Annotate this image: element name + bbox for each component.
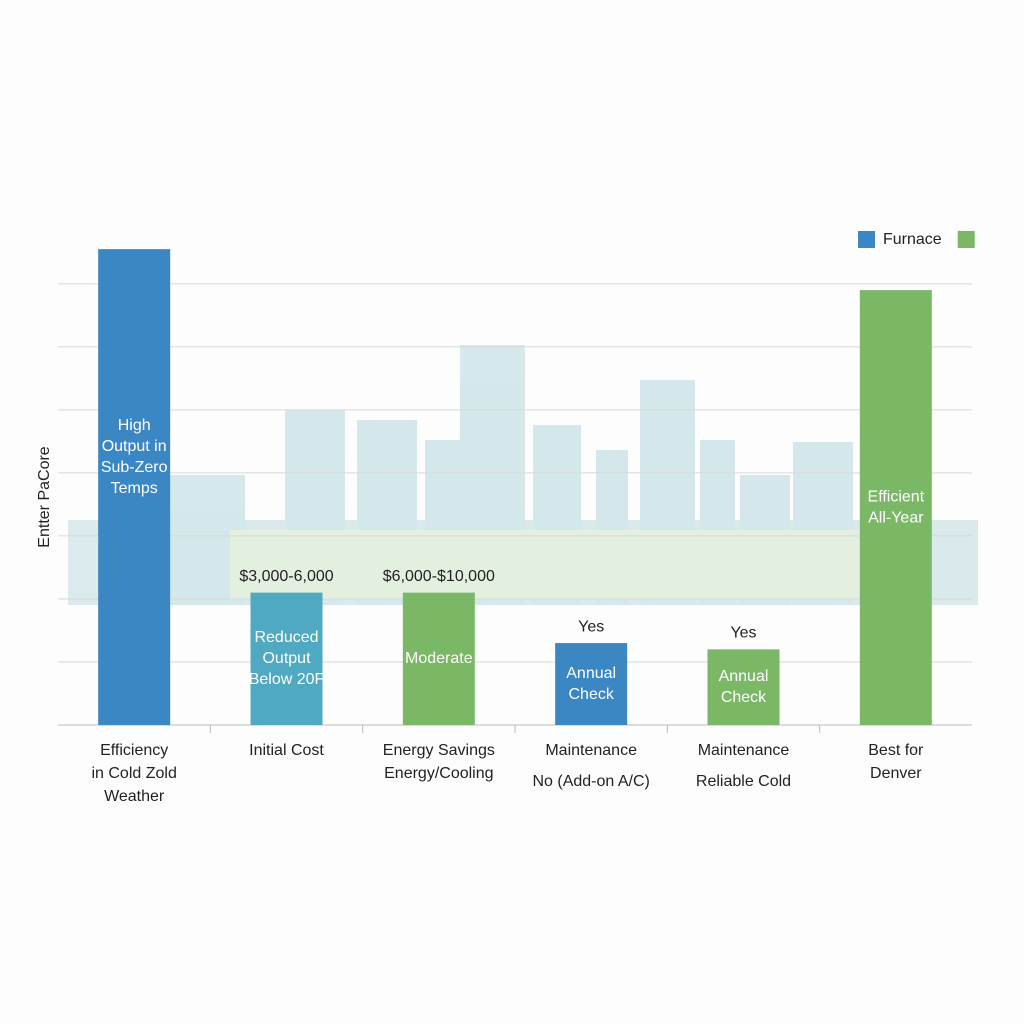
bar	[707, 649, 780, 725]
x-tick-label: Initial Cost	[249, 742, 324, 759]
bar-label: High	[118, 417, 151, 434]
x-tick-label: Denver	[870, 765, 922, 782]
bar-label: Moderate	[405, 650, 473, 667]
bar	[98, 249, 171, 726]
legend-label: Furnace	[883, 231, 942, 248]
top-label: Yes	[578, 618, 604, 635]
bar-label: Check	[721, 689, 767, 706]
bar	[859, 290, 932, 725]
bar-label: Temps	[111, 480, 158, 497]
x-tick-label: Best for	[868, 742, 924, 759]
bar-label: Reduced	[254, 629, 318, 646]
x-tick-label: in Cold Zold	[91, 765, 176, 782]
bar-label: Check	[568, 686, 614, 703]
bar-label: Sub-Zero	[101, 459, 168, 476]
bar-label: Output in	[102, 438, 167, 455]
top-label: Yes	[730, 625, 756, 642]
bar	[555, 643, 628, 725]
x-tick-label: Reliable Cold	[696, 773, 791, 790]
x-tick-label: Efficiency	[100, 742, 168, 759]
top-label: $3,000-6,000	[239, 568, 333, 585]
bar-label: Output	[262, 650, 311, 667]
skyline-background	[68, 345, 978, 605]
x-tick-label: No (Add-on A/C)	[532, 773, 649, 790]
x-tick-label: Maintenance	[698, 742, 790, 759]
legend-swatch	[957, 231, 975, 248]
bar-label: All-Year	[868, 509, 924, 526]
bar	[402, 592, 475, 725]
x-tick-label: Weather	[104, 788, 165, 805]
bar-label: Below 20F	[249, 671, 325, 688]
legend-swatch	[858, 231, 875, 248]
bar	[250, 592, 323, 725]
x-tick-label: Maintenance	[545, 742, 637, 759]
bar-label: Efficient	[868, 488, 925, 505]
bar-label: Annual	[719, 668, 769, 685]
x-tick-label: Energy Savings	[383, 742, 495, 759]
x-tick-label: Energy/Cooling	[384, 765, 493, 782]
y-axis-label: Entter PaCore	[36, 446, 53, 547]
top-label: $6,000-$10,000	[383, 568, 495, 585]
bar-label: Annual	[566, 665, 616, 682]
